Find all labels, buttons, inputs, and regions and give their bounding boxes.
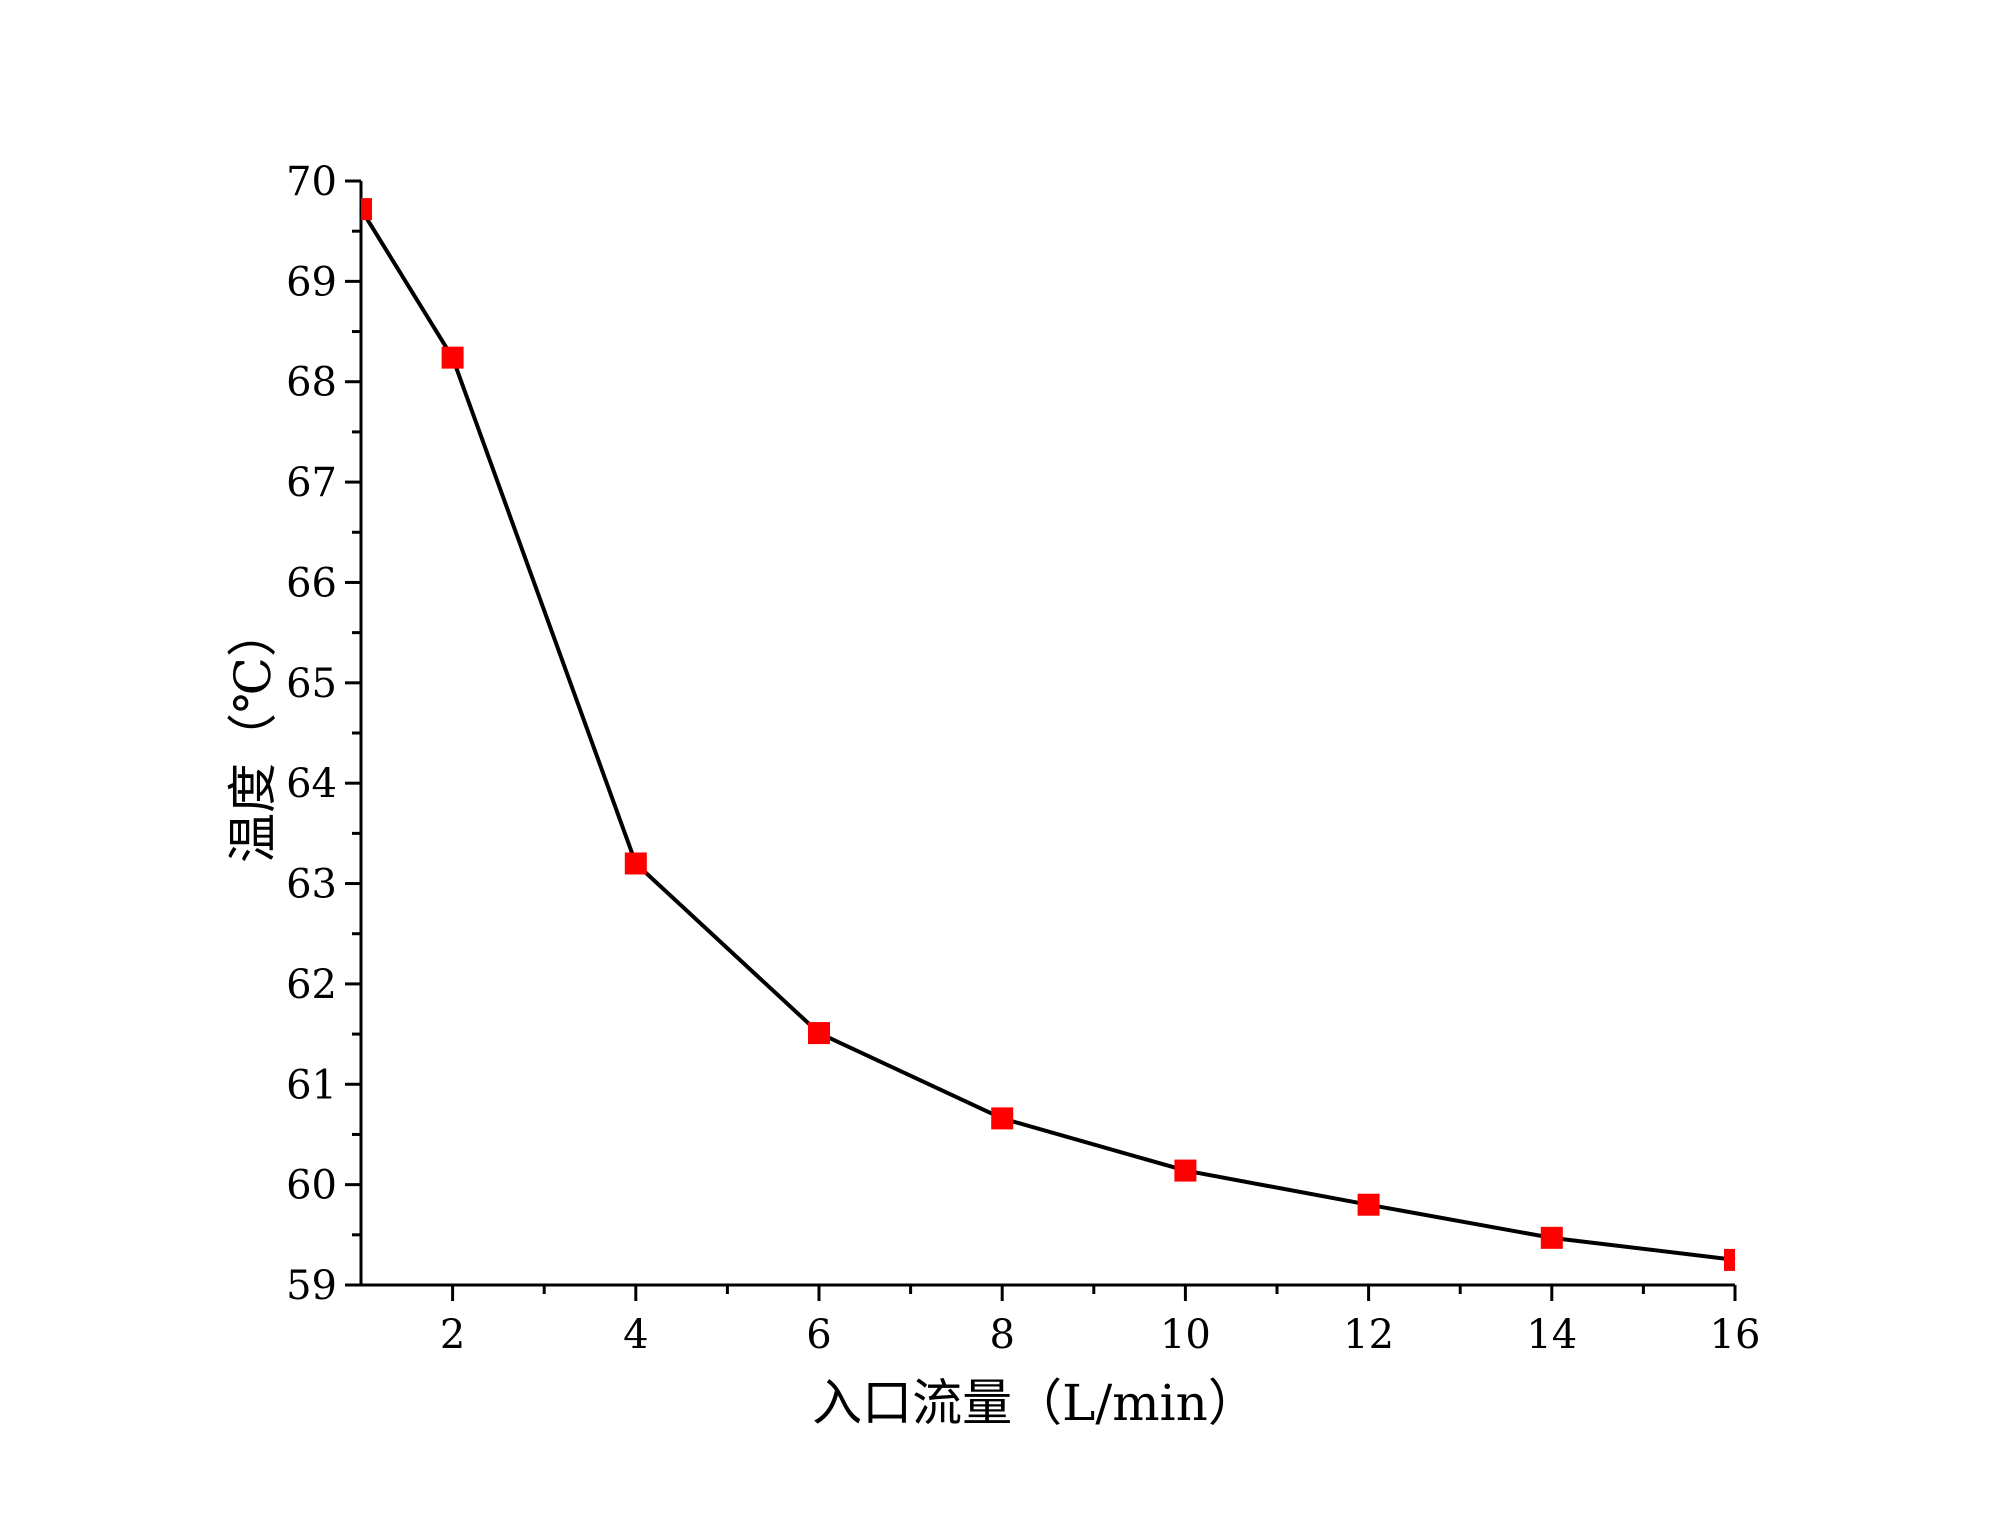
series-line [359,208,1736,1262]
y-tick-label: 67 [286,460,337,506]
y-tick-label: 64 [286,761,337,807]
data-point-marker [1724,1248,1735,1271]
x-tick-label: 16 [1710,1312,1761,1358]
y-tick-label: 70 [286,159,337,205]
x-axis-title: 入口流量（L/min） [812,1374,1258,1432]
y-axis-title: 温度（℃） [224,607,282,863]
y-tick-label: 60 [286,1163,337,1209]
data-point-marker [991,1107,1014,1130]
y-tick-label: 68 [286,360,337,406]
x-tick-label: 12 [1343,1312,1394,1358]
series-line-layer [359,208,1736,1262]
y-tick-label: 62 [286,962,337,1008]
x-tick-label: 14 [1526,1312,1577,1358]
x-tick-label: 8 [989,1312,1014,1358]
data-point-marker [624,852,647,875]
x-tick-label: 10 [1160,1312,1211,1358]
y-tick-label: 59 [286,1263,337,1309]
data-point-marker [1174,1159,1197,1182]
y-tick-label: 66 [286,560,337,606]
data-point-marker [1540,1226,1563,1249]
data-point-marker [808,1022,830,1045]
x-tick-label: 2 [440,1312,465,1358]
data-point-marker [441,346,464,369]
x-tick-label: 6 [806,1312,831,1358]
axes [359,181,1735,1287]
y-tick-label: 65 [286,661,337,707]
x-tick-label: 4 [623,1312,648,1358]
y-tick-label: 61 [286,1062,337,1108]
y-tick-label: 69 [286,259,337,305]
data-point-marker [361,198,372,221]
y-tick-label: 63 [286,862,337,908]
markers [361,198,1735,1271]
data-point-marker [1357,1193,1380,1216]
